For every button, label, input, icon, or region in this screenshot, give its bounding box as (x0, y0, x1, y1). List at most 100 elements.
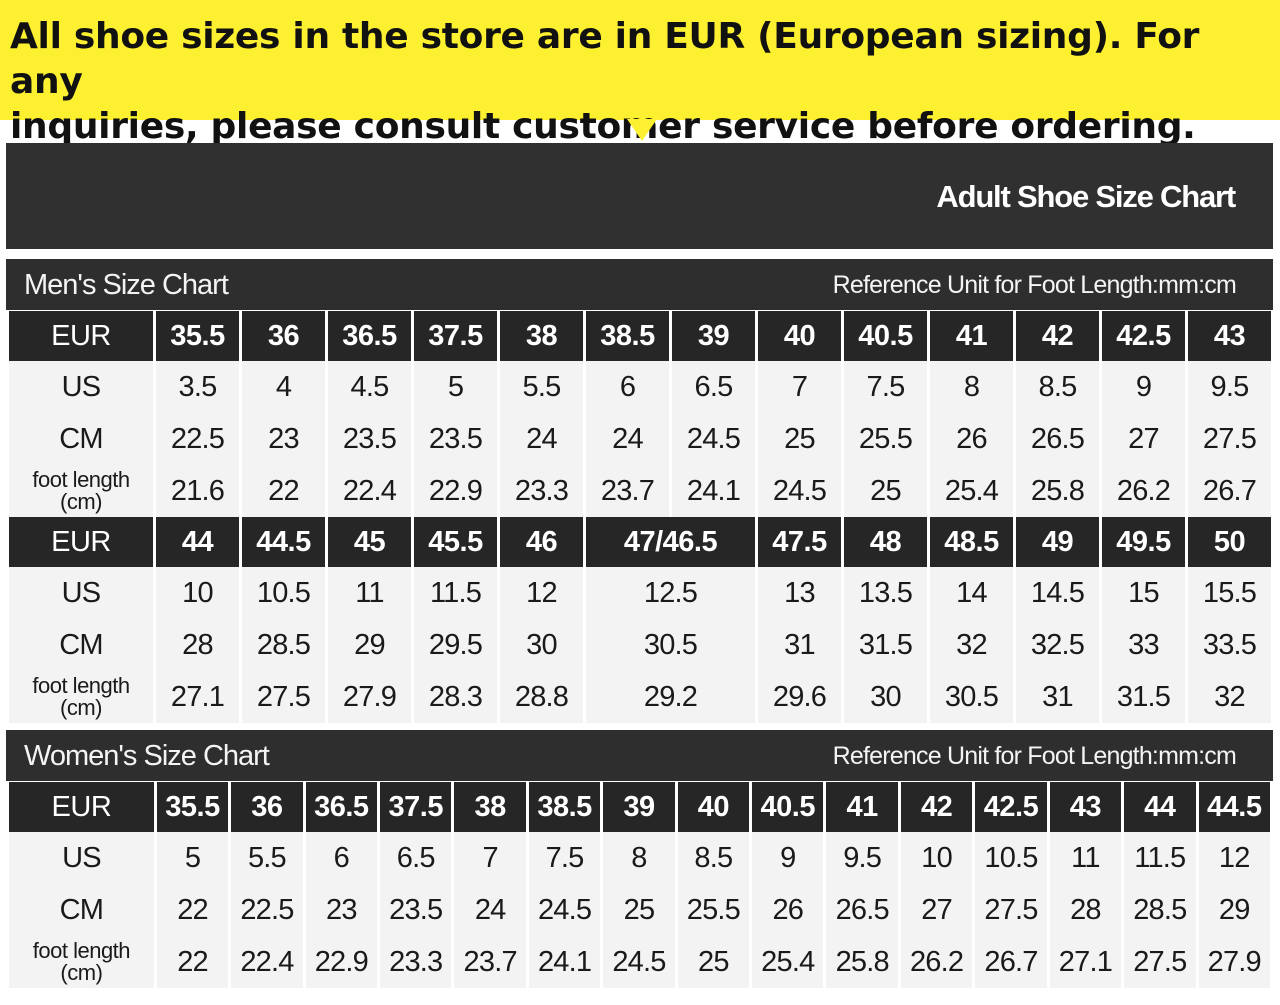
cm-cell: 27.5 (975, 884, 1047, 936)
us-cell: 7 (454, 832, 526, 884)
us-cell: 7 (758, 361, 841, 413)
foot-cell: 24.1 (528, 936, 601, 988)
us-cell: 8 (603, 832, 675, 884)
cm-row: CM 22.5 23 23.5 23.5 24 24 24.5 25 25.5 26 26.5 27 27… (9, 413, 1271, 465)
foot-cell: 25 (677, 936, 750, 988)
foot-cell: 21.6 (156, 465, 239, 517)
foot-length-label-line1: foot length (32, 673, 130, 698)
cm-cell: 29.5 (414, 619, 497, 671)
cm-label: CM (9, 884, 154, 936)
us-cell: 13.5 (844, 567, 927, 619)
cm-cell: 33.5 (1188, 619, 1271, 671)
us-cell: 9.5 (826, 832, 898, 884)
foot-length-label-line1: foot length (32, 938, 131, 963)
cm-cell: 30 (500, 619, 583, 671)
cm-cell: 22.5 (231, 884, 303, 936)
cm-cell: 25.5 (844, 413, 927, 465)
cm-cell: 26 (752, 884, 824, 936)
foot-cell: 24.1 (672, 465, 755, 517)
us-cell: 11.5 (1124, 832, 1196, 884)
cm-cell: 27.5 (1188, 413, 1271, 465)
us-cell: 10.5 (242, 567, 325, 619)
eur-cell: 48 (844, 517, 927, 567)
foot-cell: 22.4 (231, 936, 303, 988)
eur-cell: 36.5 (328, 311, 411, 361)
foot-cell: 29.2 (586, 671, 755, 723)
eur-cell: 49.5 (1102, 517, 1185, 567)
cm-cell: 29 (1198, 884, 1270, 936)
us-cell: 9 (752, 832, 824, 884)
us-cell: 10 (156, 567, 239, 619)
foot-cell: 27.1 (1049, 936, 1122, 988)
foot-row: foot length (cm) 27.1 27.5 27.9 28.3 28.8 29.2 2… (9, 671, 1271, 723)
eur-label: EUR (9, 517, 153, 567)
men-block-2: EUR 44 44.5 45 45.5 46 47/46.5 47.5 48 48.5 49 49.5… (9, 517, 1271, 723)
foot-cell: 31 (1016, 671, 1099, 723)
cm-cell: 33 (1102, 619, 1185, 671)
foot-cell: 31.5 (1102, 671, 1185, 723)
foot-row: foot length (cm) 21.6 22 22.4 22.9 23.3 23.7 24.… (9, 465, 1271, 517)
us-cell: 8 (930, 361, 1013, 413)
foot-cell: 27.1 (156, 671, 239, 723)
us-cell: 5 (414, 361, 497, 413)
foot-cell: 22 (156, 936, 229, 988)
eur-cell: 35.5 (156, 782, 229, 832)
us-cell: 11 (328, 567, 411, 619)
us-label: US (9, 361, 153, 413)
eur-cell: 42.5 (1102, 311, 1185, 361)
eur-label: EUR (9, 782, 154, 832)
foot-cell: 26.7 (975, 936, 1047, 988)
foot-cell: 23.7 (454, 936, 526, 988)
cm-cell: 29 (328, 619, 411, 671)
cm-cell: 31 (758, 619, 841, 671)
eur-cell: 38.5 (528, 782, 601, 832)
cm-cell: 32.5 (1016, 619, 1099, 671)
foot-cell: 24.5 (758, 465, 841, 517)
foot-length-label: foot length (cm) (9, 936, 154, 988)
foot-cell: 29.6 (758, 671, 841, 723)
eur-cell: 47/46.5 (586, 517, 755, 567)
eur-cell: 41 (930, 311, 1013, 361)
cm-cell: 28.5 (1124, 884, 1196, 936)
cm-cell: 26 (930, 413, 1013, 465)
eur-cell: 45 (328, 517, 411, 567)
foot-cell: 26.7 (1188, 465, 1271, 517)
eur-cell: 40 (758, 311, 841, 361)
men-section-header: Men's Size Chart Reference Unit for Foot… (6, 259, 1273, 310)
notice-line-1: All shoe sizes in the store are in EUR (… (10, 16, 1200, 102)
eur-cell: 44 (156, 517, 239, 567)
us-cell: 9 (1102, 361, 1185, 413)
foot-cell: 30.5 (930, 671, 1013, 723)
foot-cell: 27.5 (242, 671, 325, 723)
us-cell: 6 (586, 361, 669, 413)
us-cell: 12 (500, 567, 583, 619)
cm-row: CM 28 28.5 29 29.5 30 30.5 31 31.5 32 32.5 33 33.5 (9, 619, 1271, 671)
men-size-table: EUR 35.5 36 36.5 37.5 38 38.5 39 40 40.5 41 42 42.5 4… (6, 311, 1274, 723)
eur-cell: 36.5 (305, 782, 378, 832)
eur-cell: 38.5 (586, 311, 669, 361)
eur-cell: 36 (242, 311, 325, 361)
foot-cell: 30 (844, 671, 927, 723)
cm-cell: 23.5 (380, 884, 452, 936)
us-cell: 15 (1102, 567, 1185, 619)
foot-cell: 28.8 (500, 671, 583, 723)
cm-label: CM (9, 413, 153, 465)
foot-cell: 22.9 (414, 465, 497, 517)
foot-length-label-line2: (cm) (60, 960, 103, 985)
us-cell: 3.5 (156, 361, 239, 413)
eur-cell: 37.5 (380, 782, 452, 832)
eur-cell: 44.5 (242, 517, 325, 567)
eur-cell: 47.5 (758, 517, 841, 567)
eur-cell: 36 (231, 782, 303, 832)
eur-cell: 40 (677, 782, 750, 832)
cm-cell: 24.5 (528, 884, 601, 936)
cm-cell: 32 (930, 619, 1013, 671)
foot-cell: 32 (1188, 671, 1271, 723)
foot-cell: 26.2 (900, 936, 973, 988)
foot-row: foot length (cm) 22 22.4 22.9 23.3 23.7 24.1 24.… (9, 936, 1270, 988)
us-row: US 5 5.5 6 6.5 7 7.5 8 8.5 9 9.5 10 10.5 11 11.5 12 (9, 832, 1270, 884)
men-section-title: Men's Size Chart (24, 269, 229, 301)
us-cell: 9.5 (1188, 361, 1271, 413)
cm-row: CM 22 22.5 23 23.5 24 24.5 25 25.5 26 26.5 27 27.5 28… (9, 884, 1270, 936)
banner-pointer-arrow (627, 119, 657, 141)
